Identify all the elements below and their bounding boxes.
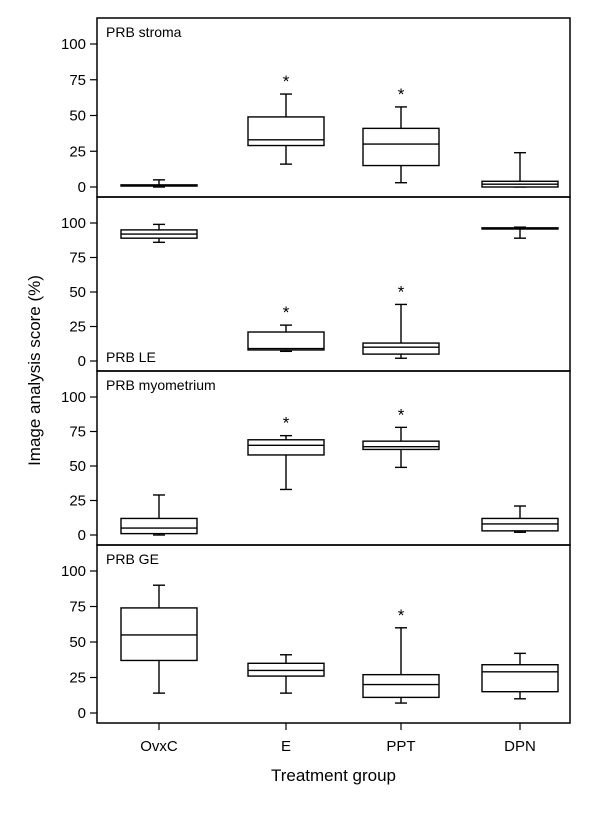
y-tick-label-prb-le-25: 25 — [69, 319, 86, 336]
significance-star-prb-myometrium-e: * — [283, 414, 290, 433]
significance-star-prb-myometrium-ppt: * — [398, 405, 405, 424]
significance-star-prb-le-e: * — [283, 303, 290, 322]
panel-title-prb-myometrium: PRB myometrium — [106, 377, 216, 393]
box-prb-myometrium-ovxc — [120, 517, 198, 535]
y-tick-label-prb-le-50: 50 — [69, 284, 86, 301]
y-tick-label-prb-le-0: 0 — [78, 353, 86, 370]
y-tick-label-prb-stroma-50: 50 — [69, 108, 86, 125]
box-prb-stroma-ppt — [362, 127, 440, 167]
y-tick-label-prb-stroma-0: 0 — [78, 179, 86, 196]
panel-title-prb-le: PRB LE — [106, 349, 156, 365]
x-tick-label-dpn: DPN — [504, 738, 536, 755]
y-tick-label-prb-stroma-75: 75 — [69, 72, 86, 89]
y-tick-label-prb-myometrium-75: 75 — [69, 424, 86, 441]
y-tick-label-prb-le-75: 75 — [69, 250, 86, 267]
y-axis-title: Image analysis score (%) — [25, 275, 44, 466]
significance-star-prb-stroma-e: * — [283, 72, 290, 91]
y-tick-label-prb-ge-50: 50 — [69, 634, 86, 651]
box-prb-ge-dpn — [481, 664, 559, 693]
box-prb-le-e — [247, 331, 325, 351]
y-tick-label-prb-myometrium-100: 100 — [61, 389, 86, 406]
panel-frame-prb-stroma — [96, 17, 571, 198]
significance-star-prb-le-ppt: * — [398, 282, 405, 301]
panel-frame-prb-ge — [96, 544, 571, 724]
y-tick-label-prb-le-100: 100 — [61, 215, 86, 232]
panel-title-prb-ge: PRB GE — [106, 551, 159, 567]
box-prb-ge-ovxc — [120, 607, 198, 662]
y-tick-label-prb-ge-0: 0 — [78, 705, 86, 722]
y-tick-label-prb-myometrium-0: 0 — [78, 527, 86, 544]
y-tick-label-prb-myometrium-50: 50 — [69, 458, 86, 475]
y-tick-label-prb-myometrium-25: 25 — [69, 493, 86, 510]
x-tick-label-ppt: PPT — [386, 738, 415, 755]
box-prb-ge-e — [247, 662, 325, 677]
y-tick-label-prb-ge-75: 75 — [69, 599, 86, 616]
y-tick-label-prb-ge-100: 100 — [61, 563, 86, 580]
box-prb-myometrium-ppt — [362, 440, 440, 451]
panel-frame-prb-le — [96, 196, 571, 372]
x-tick-label-ovxc: OvxC — [140, 738, 178, 755]
y-tick-label-prb-stroma-25: 25 — [69, 143, 86, 160]
x-tick-label-e: E — [281, 738, 291, 755]
x-axis-title: Treatment group — [271, 766, 396, 785]
box-prb-le-ppt — [362, 342, 440, 355]
panel-title-prb-stroma: PRB stroma — [106, 24, 182, 40]
significance-star-prb-stroma-ppt: * — [398, 85, 405, 104]
box-prb-ge-ppt — [362, 673, 440, 699]
y-tick-label-prb-ge-25: 25 — [69, 670, 86, 687]
box-prb-stroma-e — [247, 116, 325, 147]
box-prb-myometrium-e — [247, 439, 325, 456]
significance-star-prb-ge-ppt: * — [398, 606, 405, 625]
y-tick-label-prb-stroma-100: 100 — [61, 36, 86, 53]
